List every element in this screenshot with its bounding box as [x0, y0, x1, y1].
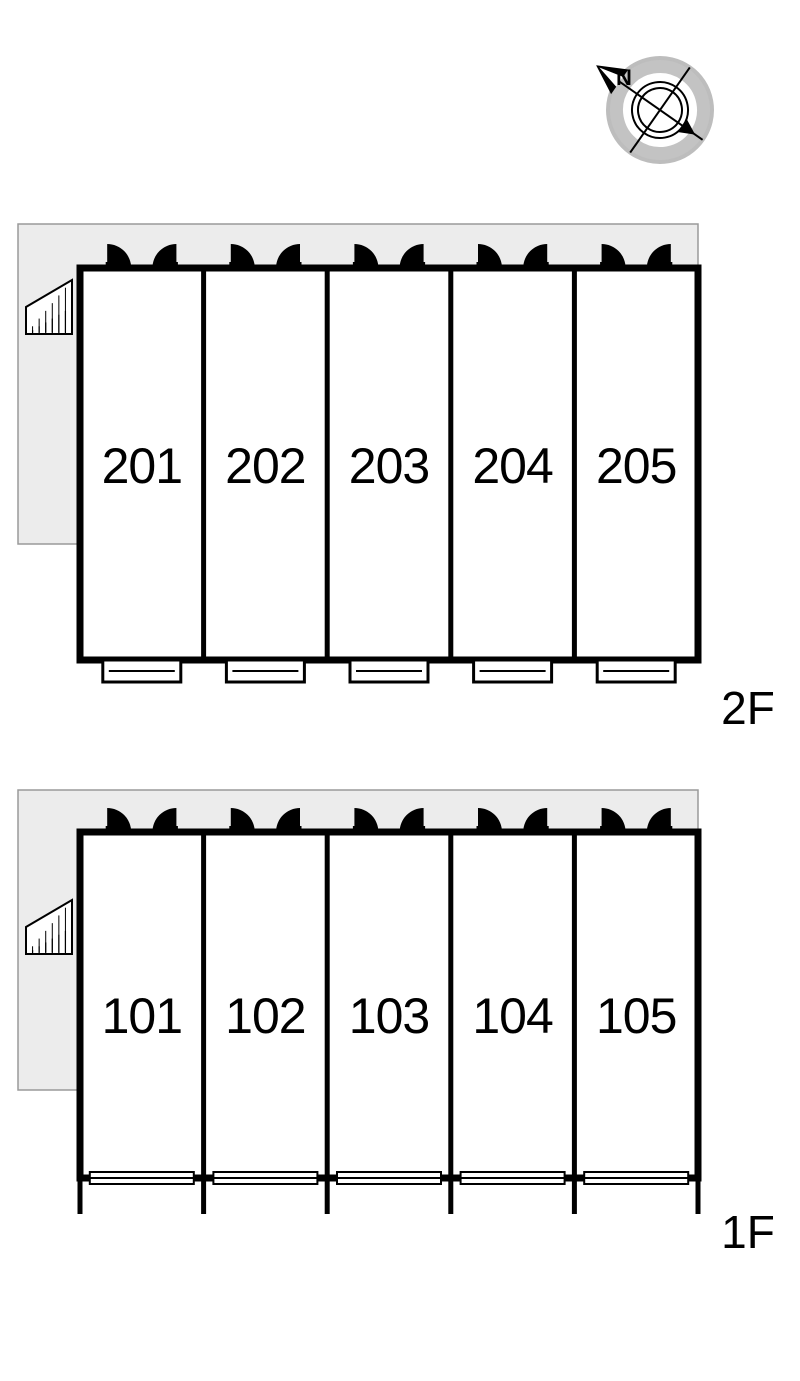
unit-label-101: 101	[102, 988, 182, 1044]
unit-label-105: 105	[596, 988, 676, 1044]
unit-label-204: 204	[472, 438, 553, 494]
floor-label-1F: 1F	[721, 1206, 775, 1258]
floor-label-2F: 2F	[721, 682, 775, 734]
compass-n-label: N	[616, 65, 632, 90]
unit-label-202: 202	[225, 438, 305, 494]
unit-label-203: 203	[349, 438, 429, 494]
unit-label-103: 103	[349, 988, 429, 1044]
unit-label-104: 104	[472, 988, 553, 1044]
unit-label-102: 102	[225, 988, 305, 1044]
unit-label-205: 205	[596, 438, 676, 494]
unit-label-201: 201	[102, 438, 182, 494]
floor-2F: 201 202 203 204 205 2F	[18, 224, 775, 734]
floor-1F: 101 102 103 104 105 1F	[18, 790, 775, 1258]
